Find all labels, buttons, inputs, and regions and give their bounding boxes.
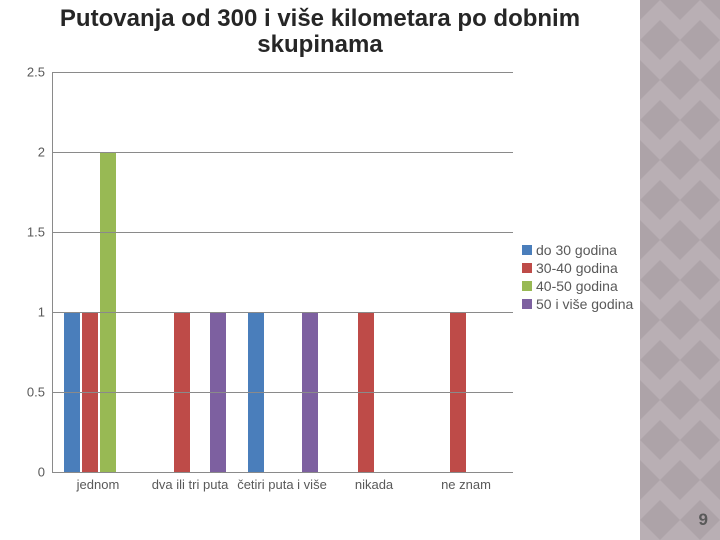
- x-category-label: jednom: [52, 478, 144, 493]
- legend-item: 30-40 godina: [522, 260, 633, 276]
- x-category-label: ne znam: [420, 478, 512, 493]
- grid-line: [53, 152, 513, 153]
- grid-line: [53, 232, 513, 233]
- legend-item: do 30 godina: [522, 242, 633, 258]
- y-tick-label: 2.5: [27, 65, 45, 80]
- legend-label: do 30 godina: [536, 242, 617, 258]
- chart-title: Putovanja od 300 i više kilometara po do…: [0, 6, 640, 59]
- y-tick-label: 1: [38, 305, 45, 320]
- decor-diamond-strip: [640, 0, 720, 540]
- grid-line: [53, 312, 513, 313]
- page-number: 9: [699, 510, 708, 530]
- decor-svg: [640, 0, 720, 540]
- plot: 00.511.522.5: [52, 72, 513, 473]
- y-tick-label: 0: [38, 465, 45, 480]
- x-category-label: dva ili tri puta: [144, 478, 236, 493]
- legend-label: 50 i više godina: [536, 296, 633, 312]
- legend-label: 30-40 godina: [536, 260, 618, 276]
- legend: do 30 godina 30-40 godina 40-50 godina 50 i…: [522, 242, 633, 314]
- legend-item: 40-50 godina: [522, 278, 633, 294]
- legend-item: 50 i više godina: [522, 296, 633, 312]
- chart-area: 00.511.522.5 do 30 godina 30-40 godina 40-…: [18, 72, 638, 512]
- x-category-label: nikada: [328, 478, 420, 493]
- legend-swatch: [522, 263, 532, 273]
- y-tick-label: 2: [38, 145, 45, 160]
- y-tick-label: 0.5: [27, 385, 45, 400]
- y-tick-label: 1.5: [27, 225, 45, 240]
- grid-line: [53, 72, 513, 73]
- legend-swatch: [522, 245, 532, 255]
- bars-container: [53, 72, 513, 472]
- legend-swatch: [522, 299, 532, 309]
- legend-swatch: [522, 281, 532, 291]
- grid-line: [53, 392, 513, 393]
- legend-label: 40-50 godina: [536, 278, 618, 294]
- x-category-label: četiri puta i više: [236, 478, 328, 493]
